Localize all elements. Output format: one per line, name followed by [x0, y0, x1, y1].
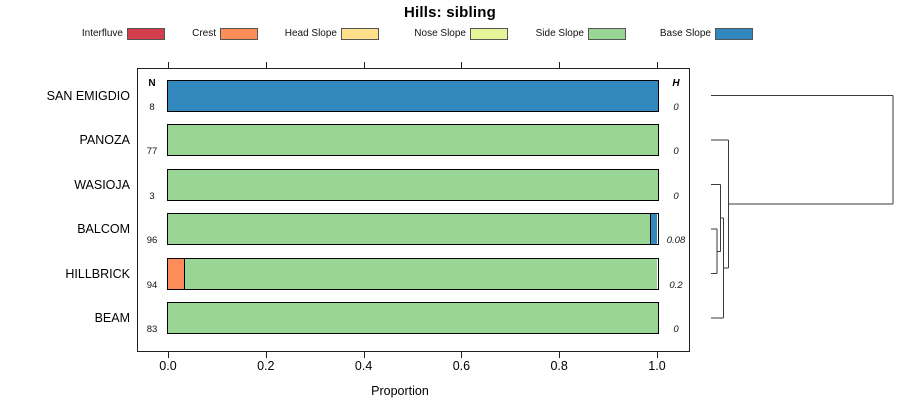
stacked-bar [166, 168, 659, 201]
x-tick-label: 0.8 [550, 359, 568, 373]
legend-swatch-5 [715, 28, 753, 40]
x-tick-label: 1.0 [648, 359, 666, 373]
legend-label-1: Crest [192, 28, 216, 39]
x-tick-label: 0.2 [257, 359, 275, 373]
bar-segment-side-slope [167, 303, 658, 333]
legend-swatch-4 [588, 28, 626, 40]
h-value: 0 [673, 324, 679, 335]
h-value: 0 [673, 190, 679, 202]
x-tick-bottom [559, 352, 561, 358]
bar-segment-base-slope [167, 80, 658, 111]
x-tick-label: 0.4 [354, 359, 373, 373]
legend-label-4: Side Slope [535, 28, 584, 39]
x-tick-top [265, 62, 267, 68]
x-tick-label: 0.6 [452, 359, 471, 373]
h-value: 0 [673, 101, 679, 113]
n-value: 77 [146, 146, 158, 157]
row-label: BALCOM [77, 222, 130, 236]
h-value: 0.2 [669, 279, 683, 291]
n-column-header: N [148, 78, 156, 89]
x-tick-bottom [363, 352, 365, 358]
h-value: 0 [673, 146, 679, 157]
stacked-bar [166, 257, 659, 290]
x-tick-top [461, 62, 463, 68]
row-label: SAN EMIGDIO [46, 88, 130, 103]
h-column-header: H [672, 78, 680, 89]
stacked-bar [166, 124, 659, 156]
row-label: HILLBRICK [65, 266, 130, 281]
legend-swatch-2 [341, 28, 379, 40]
bar-segment-crest [167, 258, 184, 289]
x-tick-bottom [461, 352, 463, 358]
chart-title: Hills: sibling [404, 4, 496, 21]
row-label: WASIOJA [74, 177, 130, 192]
x-tick-bottom [265, 352, 267, 358]
x-tick-top [168, 62, 169, 68]
stacked-bar [166, 79, 659, 112]
bar-segment-base-slope [650, 214, 658, 244]
legend-label-3: Nose Slope [414, 28, 466, 39]
legend-swatch-3 [470, 28, 508, 40]
n-value: 94 [146, 279, 158, 291]
legend-label-5: Base Slope [659, 28, 711, 39]
x-tick-bottom [168, 352, 169, 358]
legend-swatch-1 [220, 28, 258, 40]
stacked-bar [166, 302, 659, 334]
n-value: 3 [149, 190, 155, 202]
x-tick-top [657, 62, 658, 68]
bar-segment-side-slope [167, 169, 658, 200]
legend-swatch-0 [127, 28, 165, 40]
legend: Interfluve Crest Head Slope Nose Slope Side … [0, 0, 900, 46]
n-value: 8 [149, 101, 155, 113]
stacked-bar [166, 213, 659, 245]
legend-label-0: Interfluve [81, 28, 123, 39]
x-tick-top [363, 62, 365, 68]
bar-segment-side-slope [183, 258, 658, 289]
row-label: BEAM [94, 311, 130, 325]
x-tick-top [559, 62, 561, 68]
x-axis-label: Proportion [371, 384, 429, 398]
n-value: 96 [146, 235, 158, 246]
n-value: 83 [146, 324, 158, 335]
x-tick-bottom [657, 352, 658, 358]
h-value: 0.08 [666, 235, 686, 246]
bar-segment-side-slope [167, 214, 651, 244]
bar-segment-side-slope [167, 125, 658, 155]
row-label: PANOZA [79, 133, 130, 147]
x-tick-label: 0.0 [159, 359, 177, 373]
legend-label-2: Head Slope [284, 28, 337, 39]
